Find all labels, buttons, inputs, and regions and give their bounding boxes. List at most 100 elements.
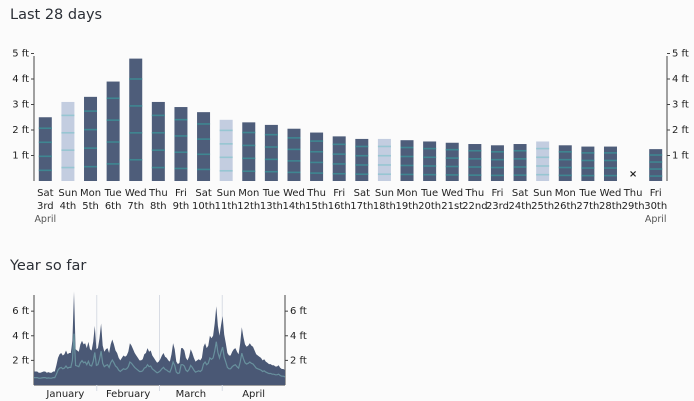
ytd-month-label: March (176, 389, 206, 400)
x-day-label: Tue (420, 188, 438, 199)
x-date-label: 25th (531, 201, 554, 212)
bar-day-8 (197, 112, 211, 181)
x-day-label: Sun (217, 188, 236, 199)
bar-stripe (197, 138, 211, 140)
x-day-label: Sun (533, 188, 552, 199)
bar-stripe (197, 168, 211, 171)
x-date-label: 8th (150, 201, 167, 212)
bar-day-12 (287, 128, 301, 181)
ytd-y-tick-label-left: 6 ft (12, 306, 29, 317)
bar-stripe (264, 146, 278, 148)
bar-stripe (197, 123, 211, 125)
ytd-month-label: January (45, 389, 84, 400)
bar-stripe (513, 174, 527, 176)
x-date-label: 12th (237, 201, 260, 212)
bar-stripe (264, 170, 278, 173)
x-date-label: 23rd (486, 201, 509, 212)
bar-stripe (558, 151, 572, 153)
bar-stripe (287, 160, 301, 162)
bar-stripe (581, 167, 595, 169)
x-day-label: Thu (623, 188, 643, 199)
x-day-label: Sat (354, 188, 370, 199)
x-date-label: 19th (396, 201, 419, 212)
bar-stripe (219, 129, 233, 132)
bar-stripe (61, 166, 75, 169)
bar-day-18 (423, 141, 437, 181)
bar-stripe (61, 131, 75, 134)
bar-stripe (558, 174, 572, 177)
bar-stripe (310, 161, 324, 164)
ytd-month-label: February (106, 389, 150, 400)
x-date-label: 24th (509, 201, 532, 212)
x-date-label: 26th (554, 201, 577, 212)
bar-stripe (219, 143, 233, 145)
x-day-label: Thu (306, 188, 326, 199)
ytd-area-band (34, 333, 286, 379)
bar-stripe (445, 174, 459, 176)
bar-day-20 (468, 144, 482, 181)
bar-stripe (603, 174, 617, 177)
x-day-label: Wed (441, 188, 463, 199)
bar-stripe (468, 149, 482, 152)
bar-stripe (400, 173, 414, 176)
bar-stripe (129, 78, 143, 80)
bar-stripe (174, 167, 188, 170)
x-day-label: Sat (195, 188, 211, 199)
x-day-label: Fri (175, 188, 187, 199)
bar-stripe (287, 148, 301, 151)
bar-stripe (468, 158, 482, 160)
x-date-label: 14th (282, 201, 305, 212)
bar-stripe (536, 173, 550, 176)
x-date-label: 21st (441, 201, 463, 212)
bar-day-3 (84, 96, 98, 181)
bar-stripe (490, 174, 504, 177)
bar-stripe (219, 156, 233, 159)
bar-stripe (490, 158, 504, 161)
bar-stripe (355, 173, 369, 176)
year-so-far-title: Year so far (10, 258, 87, 274)
bar-stripe (151, 149, 165, 151)
bar-stripe (151, 166, 165, 169)
x-date-label: 16th (328, 201, 351, 212)
last-28-days-bar-chart: 1 ft 1 ft 2 ft 2 ft 3 ft 3 ft 4 ft 4 ft 5 ft 5 ft… (12, 49, 689, 226)
bar-stripe (649, 161, 663, 163)
x-date-label: 17th (350, 201, 373, 212)
bar-stripe (151, 131, 165, 134)
x-date-label: 4th (60, 201, 77, 212)
bar-stripe (106, 163, 120, 165)
bar-day-25 (581, 146, 595, 181)
y-tick-label-left: 5 ft (12, 49, 29, 60)
bar-stripe (603, 167, 617, 169)
y-tick-label-right: 4 ft (672, 74, 689, 85)
x-day-label: Fri (650, 188, 662, 199)
x-day-label: Wed (283, 188, 305, 199)
bar-day-17 (400, 140, 414, 181)
ytd-y-tick-label-left: 4 ft (12, 331, 29, 342)
x-day-label: Tue (578, 188, 596, 199)
bar-stripe (649, 175, 663, 177)
y-tick-label-right: 5 ft (672, 49, 689, 60)
bar-stripe (84, 165, 98, 168)
bar-stripe (106, 119, 120, 121)
x-date-label: 6th (105, 201, 122, 212)
bar-stripe (400, 146, 414, 149)
x-day-label: Mon (80, 188, 101, 199)
x-day-label: Fri (491, 188, 503, 199)
bar-day-7 (174, 107, 188, 181)
bar-stripe (355, 145, 369, 148)
bar-stripe (445, 165, 459, 168)
bar-stripe (84, 128, 98, 131)
bar-stripe (581, 159, 595, 162)
bar-stripe (38, 127, 52, 130)
bar-stripe (400, 155, 414, 158)
bar-stripe (490, 166, 504, 169)
bar-day-6 (151, 101, 165, 181)
x-date-label: 5th (82, 201, 99, 212)
bar-day-4 (106, 81, 120, 181)
y-tick-label-left: 4 ft (12, 74, 29, 85)
x-date-label: 28th (599, 201, 622, 212)
bar-stripe (197, 153, 211, 156)
y-tick-label-right: 2 ft (672, 125, 689, 136)
y-tick-label-left: 3 ft (12, 100, 29, 111)
x-date-label: 15th (305, 201, 328, 212)
